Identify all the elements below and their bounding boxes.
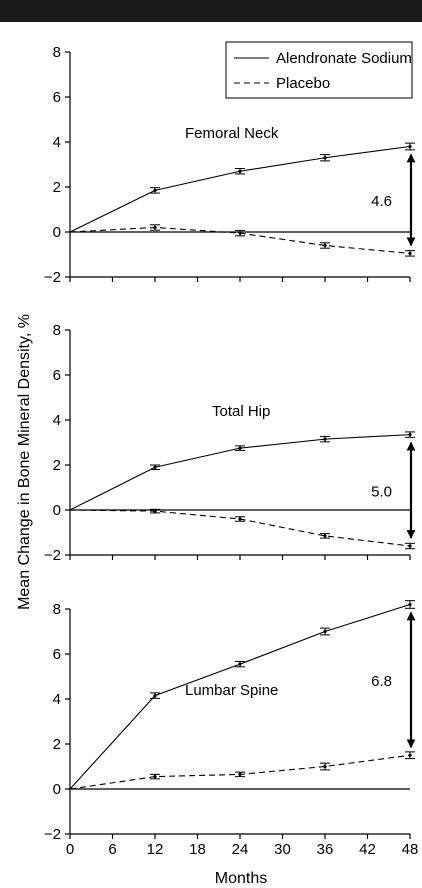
y-tick-label: 8: [53, 601, 61, 618]
data-point: [238, 517, 242, 521]
difference-label: 6.8: [371, 673, 392, 690]
y-tick-label: −2: [44, 547, 61, 564]
panel-title: Total Hip: [212, 403, 270, 420]
y-tick-label: 2: [53, 457, 61, 474]
data-point: [238, 169, 242, 173]
data-point: [323, 534, 327, 538]
data-point: [323, 629, 327, 634]
alendronate-line: [69, 145, 411, 233]
y-tick-label: 4: [53, 134, 61, 151]
data-point: [408, 433, 412, 437]
data-point: [408, 251, 412, 255]
y-tick-label: −2: [44, 826, 61, 843]
data-point: [153, 465, 157, 469]
y-tick-label: 2: [53, 736, 61, 753]
data-point: [323, 243, 327, 248]
x-tick-label: 12: [147, 841, 164, 858]
header-bar: [0, 0, 422, 22]
data-point: [408, 753, 412, 757]
legend-label: Placebo: [276, 75, 330, 92]
data-point: [153, 225, 157, 230]
y-tick-label: −2: [44, 269, 61, 286]
y-tick-label: 8: [53, 44, 61, 61]
difference-label: 4.6: [371, 193, 392, 210]
data-point: [153, 509, 157, 513]
panel-title: Femoral Neck: [185, 125, 279, 142]
x-tick-label: 42: [359, 841, 376, 858]
x-axis-title: Months: [215, 870, 267, 887]
data-point: [323, 764, 327, 769]
y-tick-label: 0: [53, 502, 61, 519]
y-tick-label: 0: [53, 224, 61, 241]
y-tick-label: 6: [53, 89, 61, 106]
y-tick-label: 4: [53, 412, 61, 429]
x-tick-label: 36: [317, 841, 334, 858]
y-tick-label: 8: [53, 322, 61, 339]
legend-label: Alendronate Sodium: [276, 50, 412, 67]
y-tick-label: 4: [53, 691, 61, 708]
data-point: [153, 188, 157, 192]
data-point: [408, 144, 412, 149]
data-point: [408, 544, 412, 548]
data-point: [238, 446, 242, 450]
legend-box: [225, 41, 413, 99]
y-axis-title: Mean Change in Bone Mineral Density, %: [16, 314, 33, 610]
data-point: [238, 231, 242, 235]
data-point: [323, 156, 327, 160]
x-tick-label: 6: [108, 841, 116, 858]
y-tick-label: 2: [53, 179, 61, 196]
data-point: [238, 772, 242, 776]
x-tick-label: 18: [189, 841, 206, 858]
y-tick-label: 0: [53, 781, 61, 798]
x-tick-label: 48: [402, 841, 419, 858]
difference-label: 5.0: [371, 483, 392, 500]
panel-title: Lumbar Spine: [185, 682, 278, 699]
placebo-line: [69, 509, 411, 547]
data-point: [153, 775, 157, 779]
x-tick-label: 24: [232, 841, 249, 858]
x-tick-label: 30: [274, 841, 291, 858]
data-point: [238, 662, 242, 666]
data-point: [323, 437, 327, 441]
data-point: [408, 602, 412, 607]
x-tick-label: 0: [66, 841, 74, 858]
y-tick-label: 6: [53, 367, 61, 384]
data-point: [153, 694, 157, 698]
y-tick-label: 6: [53, 646, 61, 663]
